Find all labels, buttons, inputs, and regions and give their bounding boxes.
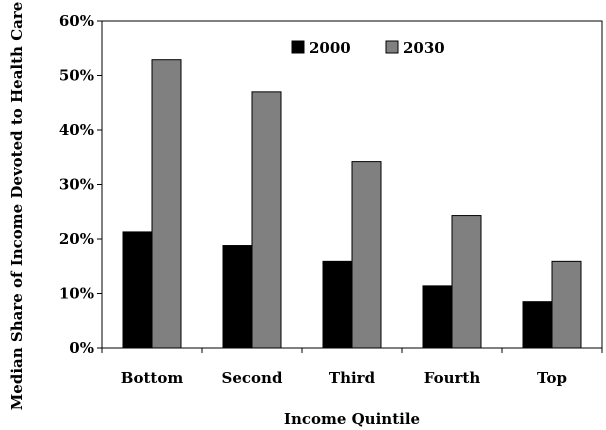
bar-2000-fourth: [422, 285, 453, 349]
y-axis: 0% 10% 20% 30% 40% 50% 60%: [59, 12, 102, 357]
y-tick-label: 0%: [69, 339, 94, 357]
bar-2030-second: [251, 91, 282, 349]
x-tick-label: Third: [329, 369, 376, 387]
x-tick-label: Second: [222, 369, 283, 387]
y-tick-label: 60%: [59, 12, 94, 30]
x-tick-label: Top: [537, 369, 567, 387]
bar-2000-second: [222, 245, 253, 349]
bar-2030-bottom: [151, 59, 182, 349]
bar-2030-top: [551, 260, 582, 349]
bar-2030-fourth: [451, 215, 482, 349]
x-tick-label: Bottom: [121, 369, 184, 387]
bar-2000-top: [522, 301, 553, 349]
legend-swatch-2030: [385, 40, 399, 54]
y-tick-label: 40%: [59, 121, 94, 139]
legend-label-2030: 2030: [403, 39, 445, 57]
y-tick-label: 30%: [59, 176, 94, 194]
legend-swatch-2000: [291, 40, 305, 54]
x-tick-label: Fourth: [424, 369, 481, 387]
legend: 2000 2030: [291, 39, 445, 57]
y-tick-label: 50%: [59, 67, 94, 85]
bar-2000-third: [322, 260, 353, 349]
bar-2030-third: [351, 161, 382, 349]
x-axis: Bottom Second Third Fourth Top: [101, 348, 603, 387]
bars: [122, 59, 582, 349]
y-axis-title: Median Share of Income Devoted to Health…: [8, 2, 26, 411]
y-tick-label: 20%: [59, 230, 94, 248]
y-tick-label: 10%: [59, 285, 94, 303]
bar-2000-bottom: [122, 231, 153, 349]
x-axis-title: Income Quintile: [284, 410, 420, 428]
legend-label-2000: 2000: [309, 39, 351, 57]
